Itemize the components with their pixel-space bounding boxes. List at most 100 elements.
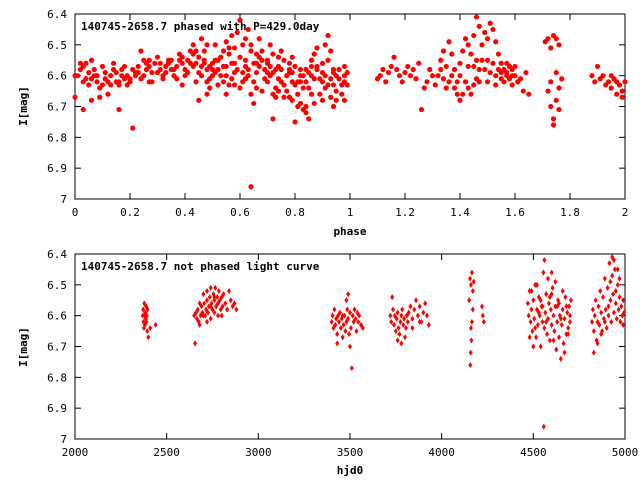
- unphased-data-point: [555, 318, 560, 325]
- unphased-data-point: [547, 337, 552, 344]
- phased-data-point: [471, 63, 477, 70]
- unphased-data-point: [352, 306, 357, 313]
- phased-data-point: [154, 54, 161, 60]
- phased-data-point: [226, 82, 232, 88]
- unphased-x-axis-label: hjd0: [337, 464, 364, 477]
- phased-data-point: [105, 79, 111, 85]
- unphased-data-point: [338, 325, 343, 331]
- phased-data-point: [80, 106, 86, 113]
- phased-data-point: [443, 63, 449, 70]
- phased-data-point: [270, 51, 276, 57]
- phased-data-point: [504, 60, 510, 66]
- phased-x-tick-label: 0: [72, 206, 79, 219]
- phased-data-point: [72, 94, 78, 100]
- unphased-data-point: [542, 325, 547, 331]
- phased-data-point: [242, 57, 249, 63]
- phased-data-point: [212, 42, 218, 48]
- unphased-data-point: [543, 309, 548, 316]
- phased-data-point: [275, 88, 282, 94]
- unphased-data-point: [330, 312, 335, 319]
- phased-data-point: [435, 73, 441, 79]
- phased-data-point: [391, 54, 397, 60]
- unphased-data-point: [617, 294, 622, 301]
- phased-plot-frame: [74, 13, 626, 200]
- phased-data-point: [284, 88, 290, 94]
- phased-data-point: [548, 79, 554, 85]
- phased-data-point: [251, 79, 257, 85]
- phased-data-point: [226, 51, 232, 57]
- unphased-data-point: [615, 266, 620, 273]
- phased-y-axis-label: I[mag]: [17, 86, 30, 126]
- phased-data-point: [231, 45, 238, 51]
- unphased-data-point: [469, 318, 474, 325]
- phased-data-point: [457, 60, 463, 66]
- unphased-data-point: [417, 318, 422, 325]
- unphased-y-tick-label: 7: [60, 433, 67, 446]
- phased-data-point: [77, 60, 84, 66]
- unphased-data-point: [215, 294, 220, 301]
- unphased-data-point: [480, 303, 484, 310]
- phased-data-point: [308, 63, 315, 70]
- phased-y-tick-label: 6.5: [47, 39, 67, 52]
- phased-data-point: [319, 79, 326, 85]
- phased-data-point: [394, 66, 400, 73]
- phased-data-point: [267, 63, 273, 70]
- unphased-data-point: [557, 334, 561, 341]
- phased-data-point: [311, 51, 317, 57]
- unphased-data-point: [562, 349, 567, 356]
- phased-data-point: [484, 79, 491, 85]
- unphased-data-point: [201, 312, 206, 319]
- phased-data-point: [498, 69, 504, 76]
- unphased-data-point: [555, 303, 560, 310]
- unphased-y-tick-label: 6.5: [47, 279, 67, 292]
- unphased-data-point: [552, 328, 557, 335]
- phased-data-point: [468, 91, 474, 97]
- phased-data-point: [229, 32, 235, 39]
- unphased-data-point: [344, 297, 349, 304]
- unphased-data-point: [144, 312, 149, 319]
- phased-data-point: [240, 69, 246, 76]
- unphased-data-point: [568, 312, 572, 319]
- unphased-data-point: [470, 306, 475, 313]
- phased-data-point: [234, 29, 240, 36]
- phased-data-point: [275, 54, 282, 60]
- phased-data-point: [506, 76, 513, 82]
- unphased-data-point: [531, 297, 536, 304]
- phased-data-point: [303, 79, 309, 85]
- phased-data-point: [226, 45, 232, 51]
- unphased-data-point: [148, 325, 153, 331]
- phased-data-point: [484, 57, 491, 63]
- unphased-data-point: [469, 269, 474, 276]
- unphased-data-point: [228, 297, 233, 304]
- unphased-x-tick-label: 4500: [520, 446, 547, 459]
- phased-data-point: [306, 85, 312, 91]
- unphased-x-tick-label: 3000: [245, 446, 272, 459]
- phased-data-point: [174, 63, 180, 70]
- unphased-data-point: [341, 321, 346, 328]
- phased-data-point: [377, 73, 383, 79]
- phased-x-tick-label: 0.6: [230, 206, 250, 219]
- unphased-data-point: [395, 337, 400, 344]
- phased-y-tick-label: 6.6: [47, 70, 67, 83]
- phased-data-point: [490, 26, 496, 33]
- unphased-data-point: [481, 318, 486, 325]
- phased-data-point: [165, 57, 172, 63]
- unphased-data-point: [612, 257, 616, 264]
- unphased-data-point: [613, 288, 618, 294]
- phased-data-point: [108, 73, 114, 79]
- phased-data-point: [223, 91, 229, 97]
- unphased-y-tick-label: 6.9: [47, 402, 67, 415]
- unphased-data-point: [535, 321, 540, 328]
- phased-data-point: [556, 85, 562, 91]
- phased-data-point: [410, 66, 416, 73]
- phased-data-point: [476, 79, 482, 85]
- phased-data-point: [317, 91, 323, 97]
- phased-data-point: [553, 36, 559, 42]
- phased-data-point: [418, 106, 425, 113]
- phased-data-point: [465, 63, 471, 70]
- phased-data-point: [407, 73, 414, 79]
- unphased-data-point: [565, 309, 570, 316]
- unphased-data-point: [389, 318, 394, 325]
- phased-x-tick-label: 1: [347, 206, 354, 219]
